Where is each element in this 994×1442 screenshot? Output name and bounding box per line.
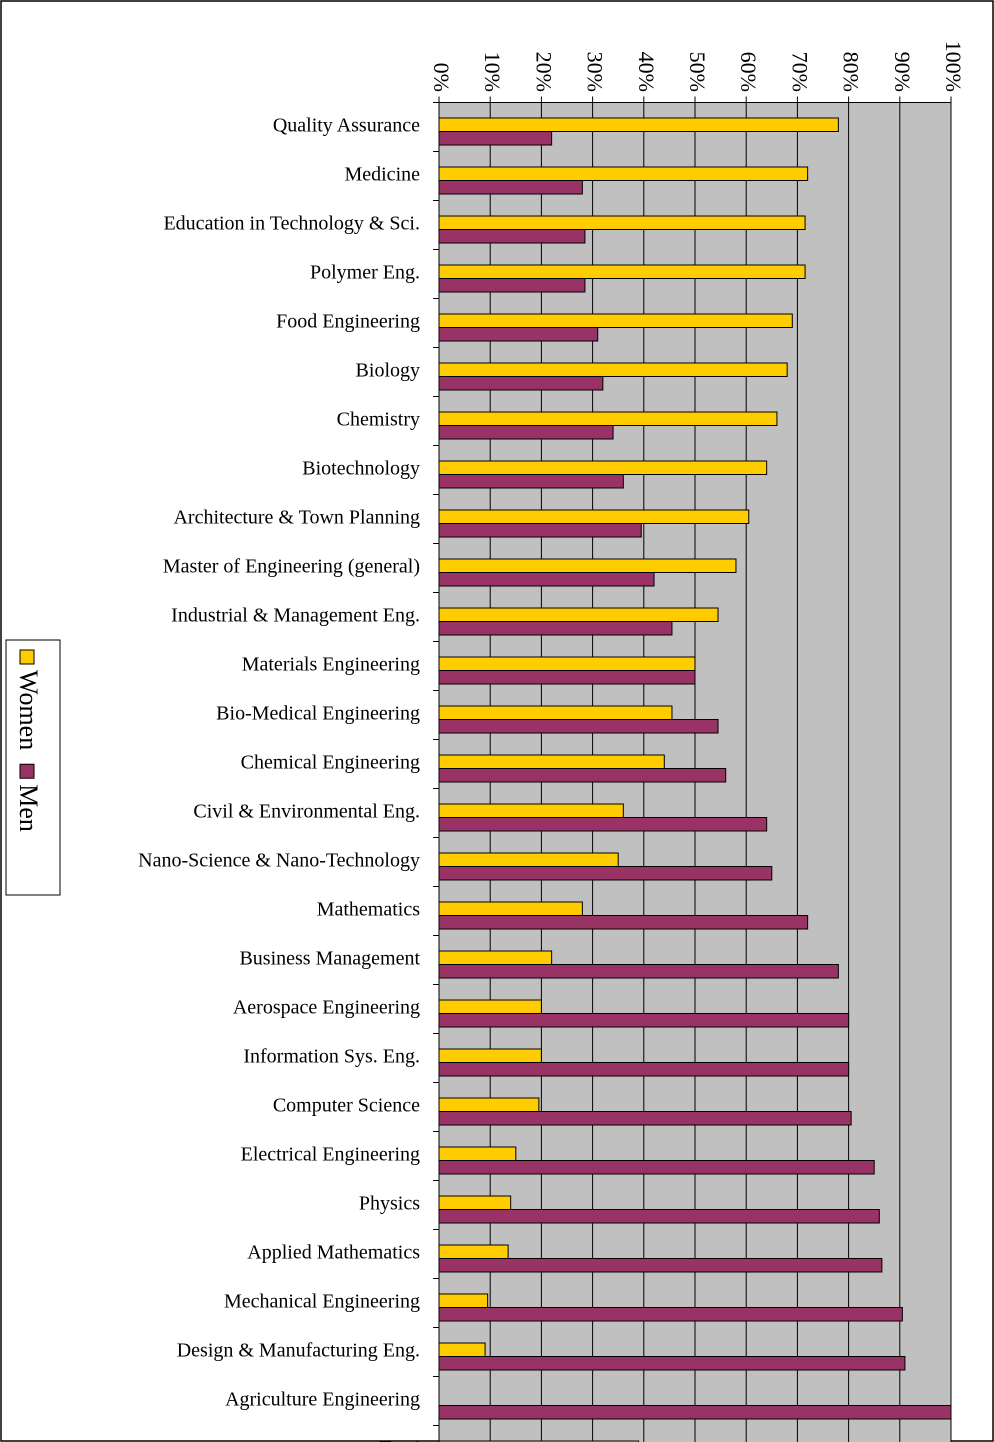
- y-tick-label: Biotechnology: [302, 458, 420, 480]
- bar: [438, 607, 719, 622]
- y-tick-label: Biology: [356, 360, 420, 382]
- x-tick-label: 50%: [685, 52, 710, 92]
- bar: [438, 509, 750, 524]
- bar: [438, 999, 542, 1014]
- y-tick-label: Civil & Environmental Eng.: [193, 801, 420, 823]
- bar: [438, 803, 624, 818]
- x-tick-label: 60%: [736, 52, 761, 92]
- y-tick-label: Physics: [359, 1193, 420, 1215]
- bar: [438, 915, 809, 930]
- legend-swatch: [19, 763, 35, 779]
- y-tick-label: Master of Engineering (general): [163, 556, 420, 578]
- x-tick-label: 10%: [480, 52, 505, 92]
- bar: [438, 572, 655, 587]
- x-tick-label: 100%: [941, 41, 966, 92]
- bar: [438, 1048, 542, 1063]
- y-tick-label: Mathematics: [317, 899, 421, 921]
- y-tick-label: Bio-Medical Engineering: [216, 703, 420, 725]
- bar: [438, 1195, 512, 1210]
- y-tick-label: Nano-Science & Nano-Technology: [138, 850, 420, 872]
- bar: [438, 558, 737, 573]
- bar: [438, 166, 809, 181]
- bar: [438, 852, 619, 867]
- bar: [438, 1258, 883, 1273]
- bar: [438, 768, 727, 783]
- bar: [438, 1244, 509, 1259]
- bar: [438, 866, 773, 881]
- bar: [438, 950, 553, 965]
- bar: [438, 1209, 880, 1224]
- y-tick-label: Information Sys. Eng.: [243, 1046, 420, 1068]
- x-tick-label: 20%: [531, 52, 556, 92]
- bar: [438, 425, 614, 440]
- x-tick-label: 40%: [634, 52, 659, 92]
- legend: Women Men: [14, 649, 43, 832]
- y-tick-label: Chemistry: [337, 409, 420, 431]
- bar: [438, 117, 839, 132]
- bar: [438, 523, 642, 538]
- y-tick-label: Agriculture Engineering: [225, 1389, 420, 1411]
- bar: [438, 621, 673, 636]
- bar: [438, 964, 839, 979]
- bar: [438, 180, 583, 195]
- bar: [438, 1356, 906, 1371]
- legend-label: Men: [14, 784, 43, 832]
- bar: [438, 215, 806, 230]
- bar: [438, 264, 806, 279]
- bar: [438, 754, 665, 769]
- bar: [438, 1405, 952, 1420]
- bar: [438, 705, 673, 720]
- bar: [438, 901, 583, 916]
- bar: [438, 719, 719, 734]
- bar: [438, 656, 696, 671]
- x-tick-label: 70%: [787, 52, 812, 92]
- bar: [438, 411, 778, 426]
- y-tick-label: Electrical Engineering: [241, 1144, 420, 1166]
- bar: [438, 229, 586, 244]
- bar: [438, 1097, 540, 1112]
- y-tick-label: Materials Engineering: [242, 654, 420, 676]
- x-tick-label: 80%: [839, 52, 864, 92]
- y-tick-label: Quality Assurance: [273, 115, 420, 137]
- bar: [438, 670, 696, 685]
- bar: [438, 1293, 489, 1308]
- y-tick-label: Computer Science: [273, 1095, 420, 1117]
- bar: [438, 1146, 517, 1161]
- bar: [438, 474, 624, 489]
- x-tick-label: 30%: [583, 52, 608, 92]
- bar: [438, 327, 599, 342]
- y-tick-label: Business Management: [239, 948, 420, 970]
- y-tick-label: Education in Technology & Sci.: [163, 213, 420, 235]
- y-tick-label: Chemical Engineering: [241, 752, 420, 774]
- bar: [438, 131, 553, 146]
- x-tick-label: 90%: [890, 52, 915, 92]
- bar: [438, 817, 768, 832]
- y-tick-label: Medicine: [344, 164, 420, 186]
- bar: [438, 1307, 903, 1322]
- bar: [438, 376, 604, 391]
- legend-label: Women: [14, 670, 43, 750]
- y-tick-label: Polymer Eng.: [310, 262, 420, 284]
- x-tick-label: 0%: [429, 63, 454, 92]
- y-tick-label: Mechanical Engineering: [224, 1291, 420, 1313]
- bar: [438, 460, 768, 475]
- bar: [438, 1342, 486, 1357]
- y-tick-label: Industrial & Management Eng.: [171, 605, 420, 627]
- bar: [438, 1062, 850, 1077]
- legend-swatch: [19, 649, 35, 665]
- bar: [438, 1013, 850, 1028]
- y-tick-label: Design & Manufacturing Eng.: [177, 1340, 420, 1362]
- y-tick-label: Food Engineering: [276, 311, 420, 333]
- bar: [438, 362, 788, 377]
- y-tick-label: Total: [379, 1438, 420, 1442]
- bar: [438, 313, 793, 328]
- y-tick-label: Architecture & Town Planning: [173, 507, 420, 529]
- bar: [438, 1160, 875, 1175]
- y-tick-label: Applied Mathematics: [247, 1242, 420, 1264]
- y-tick-label: Aerospace Engineering: [233, 997, 420, 1019]
- bar: [438, 278, 586, 293]
- bar: [438, 1111, 852, 1126]
